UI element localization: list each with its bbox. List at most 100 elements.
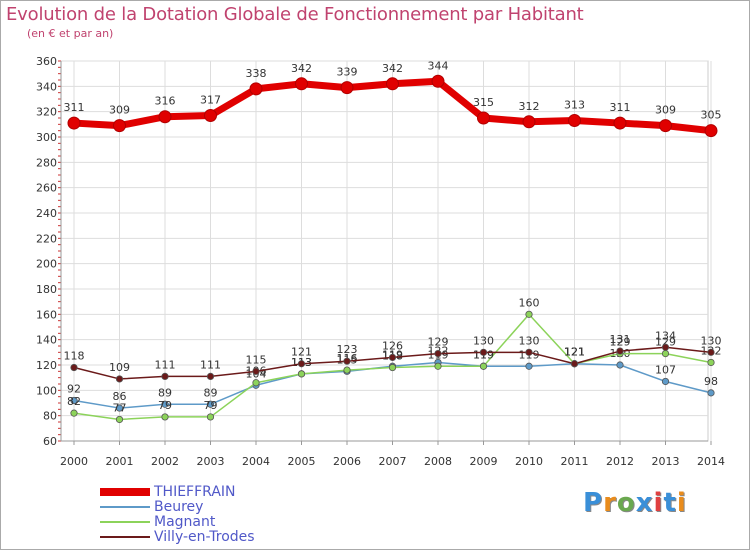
data-point-villy-en-trodes — [115, 375, 124, 383]
data-label: 160 — [519, 296, 540, 309]
data-label: 342 — [382, 62, 403, 75]
logo-letter: i — [676, 488, 687, 518]
data-label: 311 — [610, 101, 631, 114]
x-tick-label: 2004 — [242, 455, 270, 468]
data-point-thieffrain — [613, 116, 627, 130]
data-label: 130 — [701, 334, 722, 347]
chart-subtitle: (en € et par an) — [27, 27, 114, 40]
data-point-thieffrain — [568, 114, 581, 128]
data-label: 89 — [204, 386, 218, 399]
data-point-villy-en-trodes — [388, 353, 397, 361]
legend-item: Villy-en-Trodes — [100, 529, 255, 545]
data-point-magnant — [479, 362, 488, 370]
data-label: 317 — [200, 93, 221, 106]
data-point-magnant — [252, 379, 260, 387]
data-point-thieffrain — [249, 82, 263, 96]
data-point-magnant — [661, 349, 670, 358]
y-tick-label: 80 — [43, 410, 57, 423]
data-point-villy-en-trodes — [297, 360, 306, 368]
data-label: 121 — [564, 346, 585, 359]
y-tick-label: 60 — [43, 435, 57, 448]
data-point-villy-en-trodes — [206, 372, 215, 380]
x-tick-label: 2001 — [106, 455, 134, 468]
y-tick-label: 120 — [36, 359, 57, 372]
data-point-beurey — [115, 404, 124, 412]
legend-swatch — [100, 506, 150, 508]
x-tick-label: 2008 — [424, 455, 452, 468]
data-point-magnant — [707, 358, 715, 367]
data-point-villy-en-trodes — [570, 360, 579, 368]
data-point-villy-en-trodes — [343, 357, 351, 365]
logo-letter: t — [663, 488, 677, 518]
data-label: 312 — [519, 100, 540, 113]
data-label: 92 — [67, 382, 81, 395]
legend-swatch — [100, 536, 150, 538]
data-label: 111 — [155, 358, 176, 371]
data-label: 129 — [428, 336, 449, 349]
y-tick-label: 180 — [36, 283, 57, 296]
logo-letter: o — [616, 488, 636, 518]
data-label: 77 — [113, 401, 127, 414]
x-tick-label: 2013 — [652, 455, 680, 468]
x-tick-label: 2003 — [197, 455, 225, 468]
data-label: 309 — [655, 104, 676, 117]
data-label: 98 — [704, 375, 718, 388]
legend-label: Beurey — [154, 499, 204, 515]
x-tick-label: 2014 — [697, 455, 725, 468]
data-point-villy-en-trodes — [161, 372, 169, 380]
data-point-beurey — [661, 377, 670, 386]
data-label: 134 — [655, 329, 676, 342]
data-point-villy-en-trodes — [616, 347, 624, 355]
data-label: 86 — [113, 390, 127, 403]
data-label: 126 — [382, 339, 403, 352]
data-label: 107 — [655, 363, 676, 376]
y-tick-label: 340 — [36, 80, 57, 93]
legend-item: Beurey — [100, 499, 203, 515]
data-label: 115 — [246, 353, 267, 366]
data-point-beurey — [206, 400, 215, 408]
y-tick-label: 160 — [36, 308, 57, 321]
x-tick-label: 2009 — [470, 455, 498, 468]
x-tick-label: 2000 — [60, 455, 88, 468]
logo-letter: x — [635, 488, 654, 518]
y-tick-label: 360 — [36, 55, 57, 68]
data-point-beurey — [707, 389, 715, 397]
data-point-thieffrain — [659, 119, 672, 133]
data-point-thieffrain — [704, 124, 718, 138]
data-point-thieffrain — [113, 119, 126, 133]
data-point-magnant — [297, 370, 306, 378]
logo-letter: r — [603, 488, 617, 518]
data-point-villy-en-trodes — [707, 348, 715, 356]
legend-swatch — [100, 488, 150, 496]
y-tick-label: 100 — [36, 384, 57, 397]
data-label: 309 — [109, 104, 130, 117]
data-label: 89 — [158, 386, 172, 399]
y-tick-label: 300 — [36, 131, 57, 144]
data-point-thieffrain — [340, 81, 354, 95]
legend-item: Magnant — [100, 514, 215, 530]
y-tick-label: 260 — [36, 182, 57, 195]
data-point-thieffrain — [386, 77, 399, 91]
data-label: 109 — [109, 361, 130, 374]
legend-item: THIEFFRAIN — [100, 484, 236, 500]
data-point-thieffrain — [67, 116, 81, 130]
data-label: 305 — [701, 109, 722, 122]
data-label: 123 — [337, 343, 358, 356]
data-point-beurey — [525, 362, 533, 370]
data-label: 129 — [610, 336, 631, 349]
data-point-beurey — [161, 400, 169, 408]
data-point-thieffrain — [204, 108, 217, 122]
data-label: 338 — [246, 67, 267, 80]
data-point-magnant — [525, 310, 533, 318]
data-label: 129 — [655, 336, 676, 349]
data-point-villy-en-trodes — [661, 343, 670, 351]
data-point-magnant — [115, 415, 124, 424]
data-label: 130 — [519, 334, 540, 347]
y-tick-label: 220 — [36, 232, 57, 245]
data-point-beurey — [70, 396, 78, 405]
data-label: 79 — [204, 399, 218, 412]
x-tick-label: 2012 — [606, 455, 634, 468]
legend-label: Villy-en-Trodes — [154, 529, 255, 545]
chart-title: Evolution de la Dotation Globale de Fonc… — [6, 4, 584, 25]
